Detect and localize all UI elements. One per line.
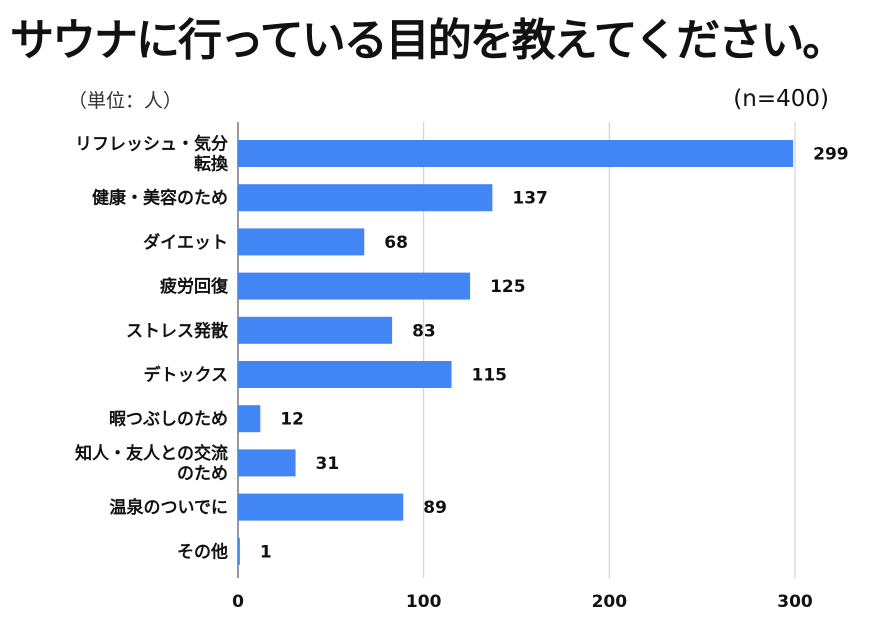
value-label-6: 12 [280,410,304,430]
category-label-line: 知人・友人との交流 [74,443,228,464]
category-label-0: リフレッシュ・気分転換 [75,134,229,175]
category-label-2: ダイエット [143,232,228,253]
category-label-line: リフレッシュ・気分 [75,134,228,155]
category-label-line: その他 [177,541,228,562]
category-label-7: 知人・友人との交流のため [74,443,228,484]
value-label-3: 125 [490,277,526,297]
category-label-line: デトックス [144,365,229,386]
x-tick-label-0: 0 [232,592,244,612]
bar-2 [238,228,365,256]
value-label-4: 83 [412,321,436,341]
value-label-1: 137 [512,189,548,209]
category-label-line: 温泉のついでに [110,497,229,518]
bar-4 [238,316,393,344]
bar-1 [238,184,493,212]
bar-6 [238,405,261,433]
x-tick-label-100: 100 [406,592,442,612]
value-label-2: 68 [384,233,408,253]
category-label-9: その他 [177,541,228,562]
category-label-6: 暇つぶしのため [109,410,228,430]
category-label-line: 疲労回復 [160,276,229,297]
bar-3 [238,272,471,300]
category-label-1: 健康・美容のため [92,188,228,209]
unit-label: （単位：人） [68,90,183,112]
category-label-line: のため [177,464,228,484]
category-label-line: ストレス発散 [126,320,229,341]
category-label-line: 健康・美容のため [92,188,228,209]
sample-size-label: (n=400) [733,86,829,112]
bar-0 [238,140,794,167]
bar-7 [238,449,296,477]
category-label-line: 暇つぶしのため [109,410,228,430]
x-tick-label-300: 300 [777,592,813,612]
category-label-line: 転換 [194,154,229,175]
x-tick-label-200: 200 [592,592,628,612]
value-label-5: 115 [472,366,508,386]
category-label-3: 疲労回復 [160,276,229,297]
category-label-4: ストレス発散 [126,320,229,341]
bar-8 [238,493,404,521]
value-label-7: 31 [316,454,340,474]
category-label-line: ダイエット [143,232,228,253]
value-label-0: 299 [813,145,849,165]
bar-9 [238,537,240,565]
chart-title: サウナに行っている目的を教えてください。 [10,15,846,66]
category-label-8: 温泉のついでに [110,497,229,518]
category-label-5: デトックス [144,365,229,386]
bar-5 [238,361,452,388]
value-label-9: 1 [260,542,272,562]
value-label-8: 89 [423,498,447,518]
